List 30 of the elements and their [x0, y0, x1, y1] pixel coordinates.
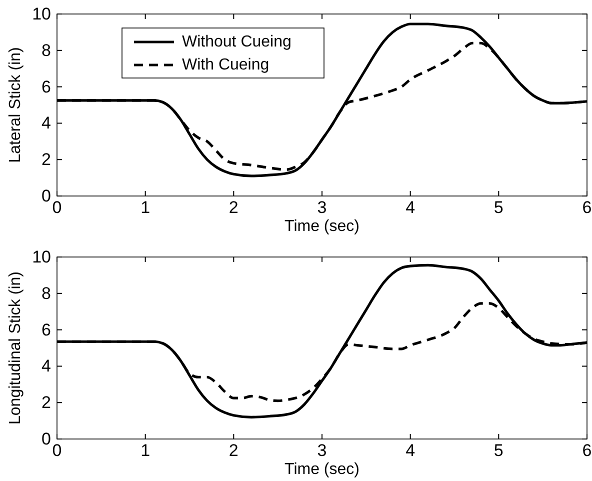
x-tick-label: 4 — [406, 441, 416, 460]
x-tick-label: 6 — [582, 198, 592, 217]
x-tick-label: 2 — [228, 441, 238, 460]
x-tick-label: 4 — [406, 198, 416, 217]
y-axis-title: Longitudinal Stick (in) — [7, 272, 24, 424]
x-tick-label: 2 — [228, 198, 238, 217]
x-tick-label: 5 — [494, 441, 504, 460]
y-tick-label: 2 — [42, 150, 51, 170]
y-tick-label: 4 — [42, 356, 51, 376]
x-tick-label: 1 — [140, 198, 150, 217]
y-tick-label: 2 — [42, 393, 51, 412]
x-tick-label: 6 — [582, 441, 592, 460]
y-tick-label: 0 — [42, 186, 51, 206]
legend-label: With Cueing — [182, 56, 270, 74]
x-tick-label: 1 — [140, 441, 150, 460]
y-tick-label: 4 — [42, 114, 51, 133]
y-tick-label: 8 — [42, 40, 51, 60]
y-axis-title: Lateral Stick (in) — [7, 47, 24, 163]
x-tick-label: 3 — [317, 441, 327, 460]
y-tick-label: 10 — [32, 4, 51, 24]
y-tick-label: 10 — [32, 248, 51, 266]
x-axis-title: Time (sec) — [284, 461, 360, 478]
legend-label: Without Cueing — [182, 34, 292, 50]
y-tick-label: 6 — [42, 320, 51, 340]
x-tick-label: 3 — [317, 198, 327, 217]
y-tick-label: 0 — [42, 430, 51, 448]
x-tick-label: 5 — [494, 198, 504, 217]
y-tick-label: 6 — [42, 77, 51, 96]
y-tick-label: 8 — [42, 284, 51, 303]
x-axis-title: Time (sec) — [284, 218, 360, 235]
